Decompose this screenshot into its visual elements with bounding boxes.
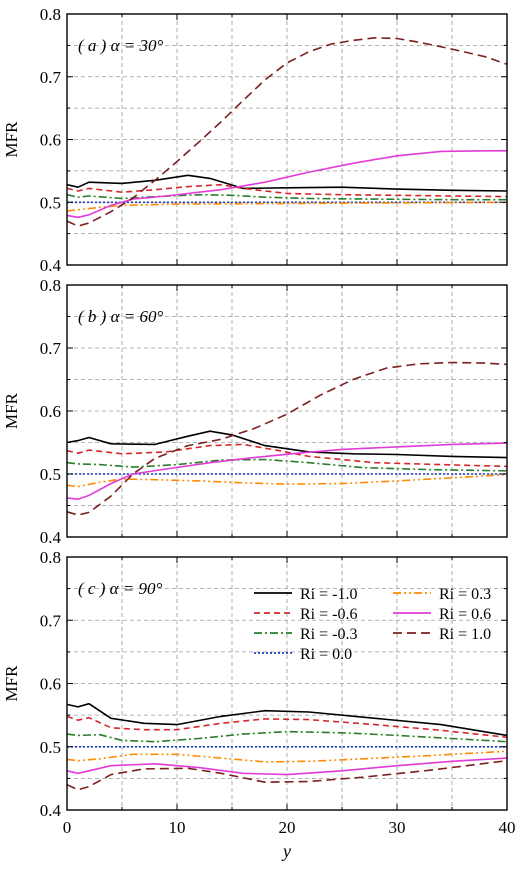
y-tick-label: 0.8 [40, 276, 61, 295]
series-line [66, 174, 508, 192]
series-line [66, 443, 508, 468]
series-line [66, 183, 508, 198]
series-line [66, 361, 508, 516]
y-tick-label: 0.4 [40, 801, 62, 820]
panel-a: 0.4 0.5 0.6 0.7 0.8 MFR ( a ) α = 30° [2, 5, 508, 275]
x-tick-label: 10 [169, 818, 186, 837]
ticks [66, 284, 508, 538]
legend-label: Ri = -1.0 [300, 586, 357, 603]
y-tick-label: 0.5 [40, 193, 61, 212]
legend: Ri = -1.0 Ri = 0.3 Ri = -0.6 Ri = 0.6 Ri = -… [254, 586, 491, 663]
y-tick-label: 0.6 [40, 131, 61, 150]
panel-b: 0.4 0.5 0.6 0.7 0.8 MFR ( b ) α = 60° [2, 276, 508, 547]
ticks [66, 13, 508, 266]
ticks [66, 556, 508, 811]
y-tick-label: 0.8 [40, 5, 61, 24]
series-line [66, 150, 507, 219]
series-line [66, 750, 508, 763]
series-line [66, 759, 508, 791]
y-tick-label: 0.5 [40, 465, 61, 484]
panel-c: 0.4 0.5 0.6 0.7 0.8 0 10 20 30 40 y MFR ( c ) α = 90… [2, 548, 516, 861]
legend-label: Ri = 0.0 [300, 646, 352, 663]
legend-label: Ri = -0.3 [300, 626, 357, 643]
y-axis-label: MFR [2, 665, 21, 702]
y-tick-label: 0.5 [40, 738, 61, 757]
series-line [66, 201, 508, 212]
series-line [66, 715, 508, 739]
y-tick-label: 0.7 [40, 611, 62, 630]
series-group [66, 702, 508, 791]
y-tick-label: 0.7 [40, 339, 62, 358]
x-tick-label: 30 [389, 818, 406, 837]
legend-label: Ri = 1.0 [439, 626, 491, 643]
y-tick-label: 0.7 [40, 68, 62, 87]
y-tick-label: 0.4 [40, 528, 62, 547]
series-line [66, 702, 508, 737]
panel-label: ( a ) α = 30° [78, 36, 163, 55]
legend-label: Ri = -0.6 [300, 606, 357, 623]
series-line [66, 193, 507, 201]
y-tick-label: 0.6 [40, 402, 61, 421]
panel-label: ( c ) α = 90° [78, 579, 163, 598]
series-line [66, 730, 508, 743]
x-tick-label: 40 [499, 818, 516, 837]
x-tick-label: 20 [279, 818, 296, 837]
y-tick-label: 0.8 [40, 548, 61, 567]
series-line [66, 442, 508, 500]
x-tick-label: 0 [63, 818, 72, 837]
series-line [66, 757, 508, 776]
series-line [66, 473, 508, 488]
series-group [66, 37, 508, 227]
y-tick-label: 0.4 [40, 256, 62, 275]
y-axis-label: MFR [2, 392, 21, 429]
series-line [66, 37, 508, 227]
y-axis-label: MFR [2, 121, 21, 158]
legend-label: Ri = 0.3 [439, 586, 491, 603]
panel-label: ( b ) α = 60° [78, 307, 163, 326]
x-axis-label: y [281, 841, 291, 861]
legend-label: Ri = 0.6 [439, 606, 491, 623]
series-group [66, 361, 508, 516]
y-tick-label: 0.6 [40, 675, 61, 694]
series-line [66, 430, 508, 459]
